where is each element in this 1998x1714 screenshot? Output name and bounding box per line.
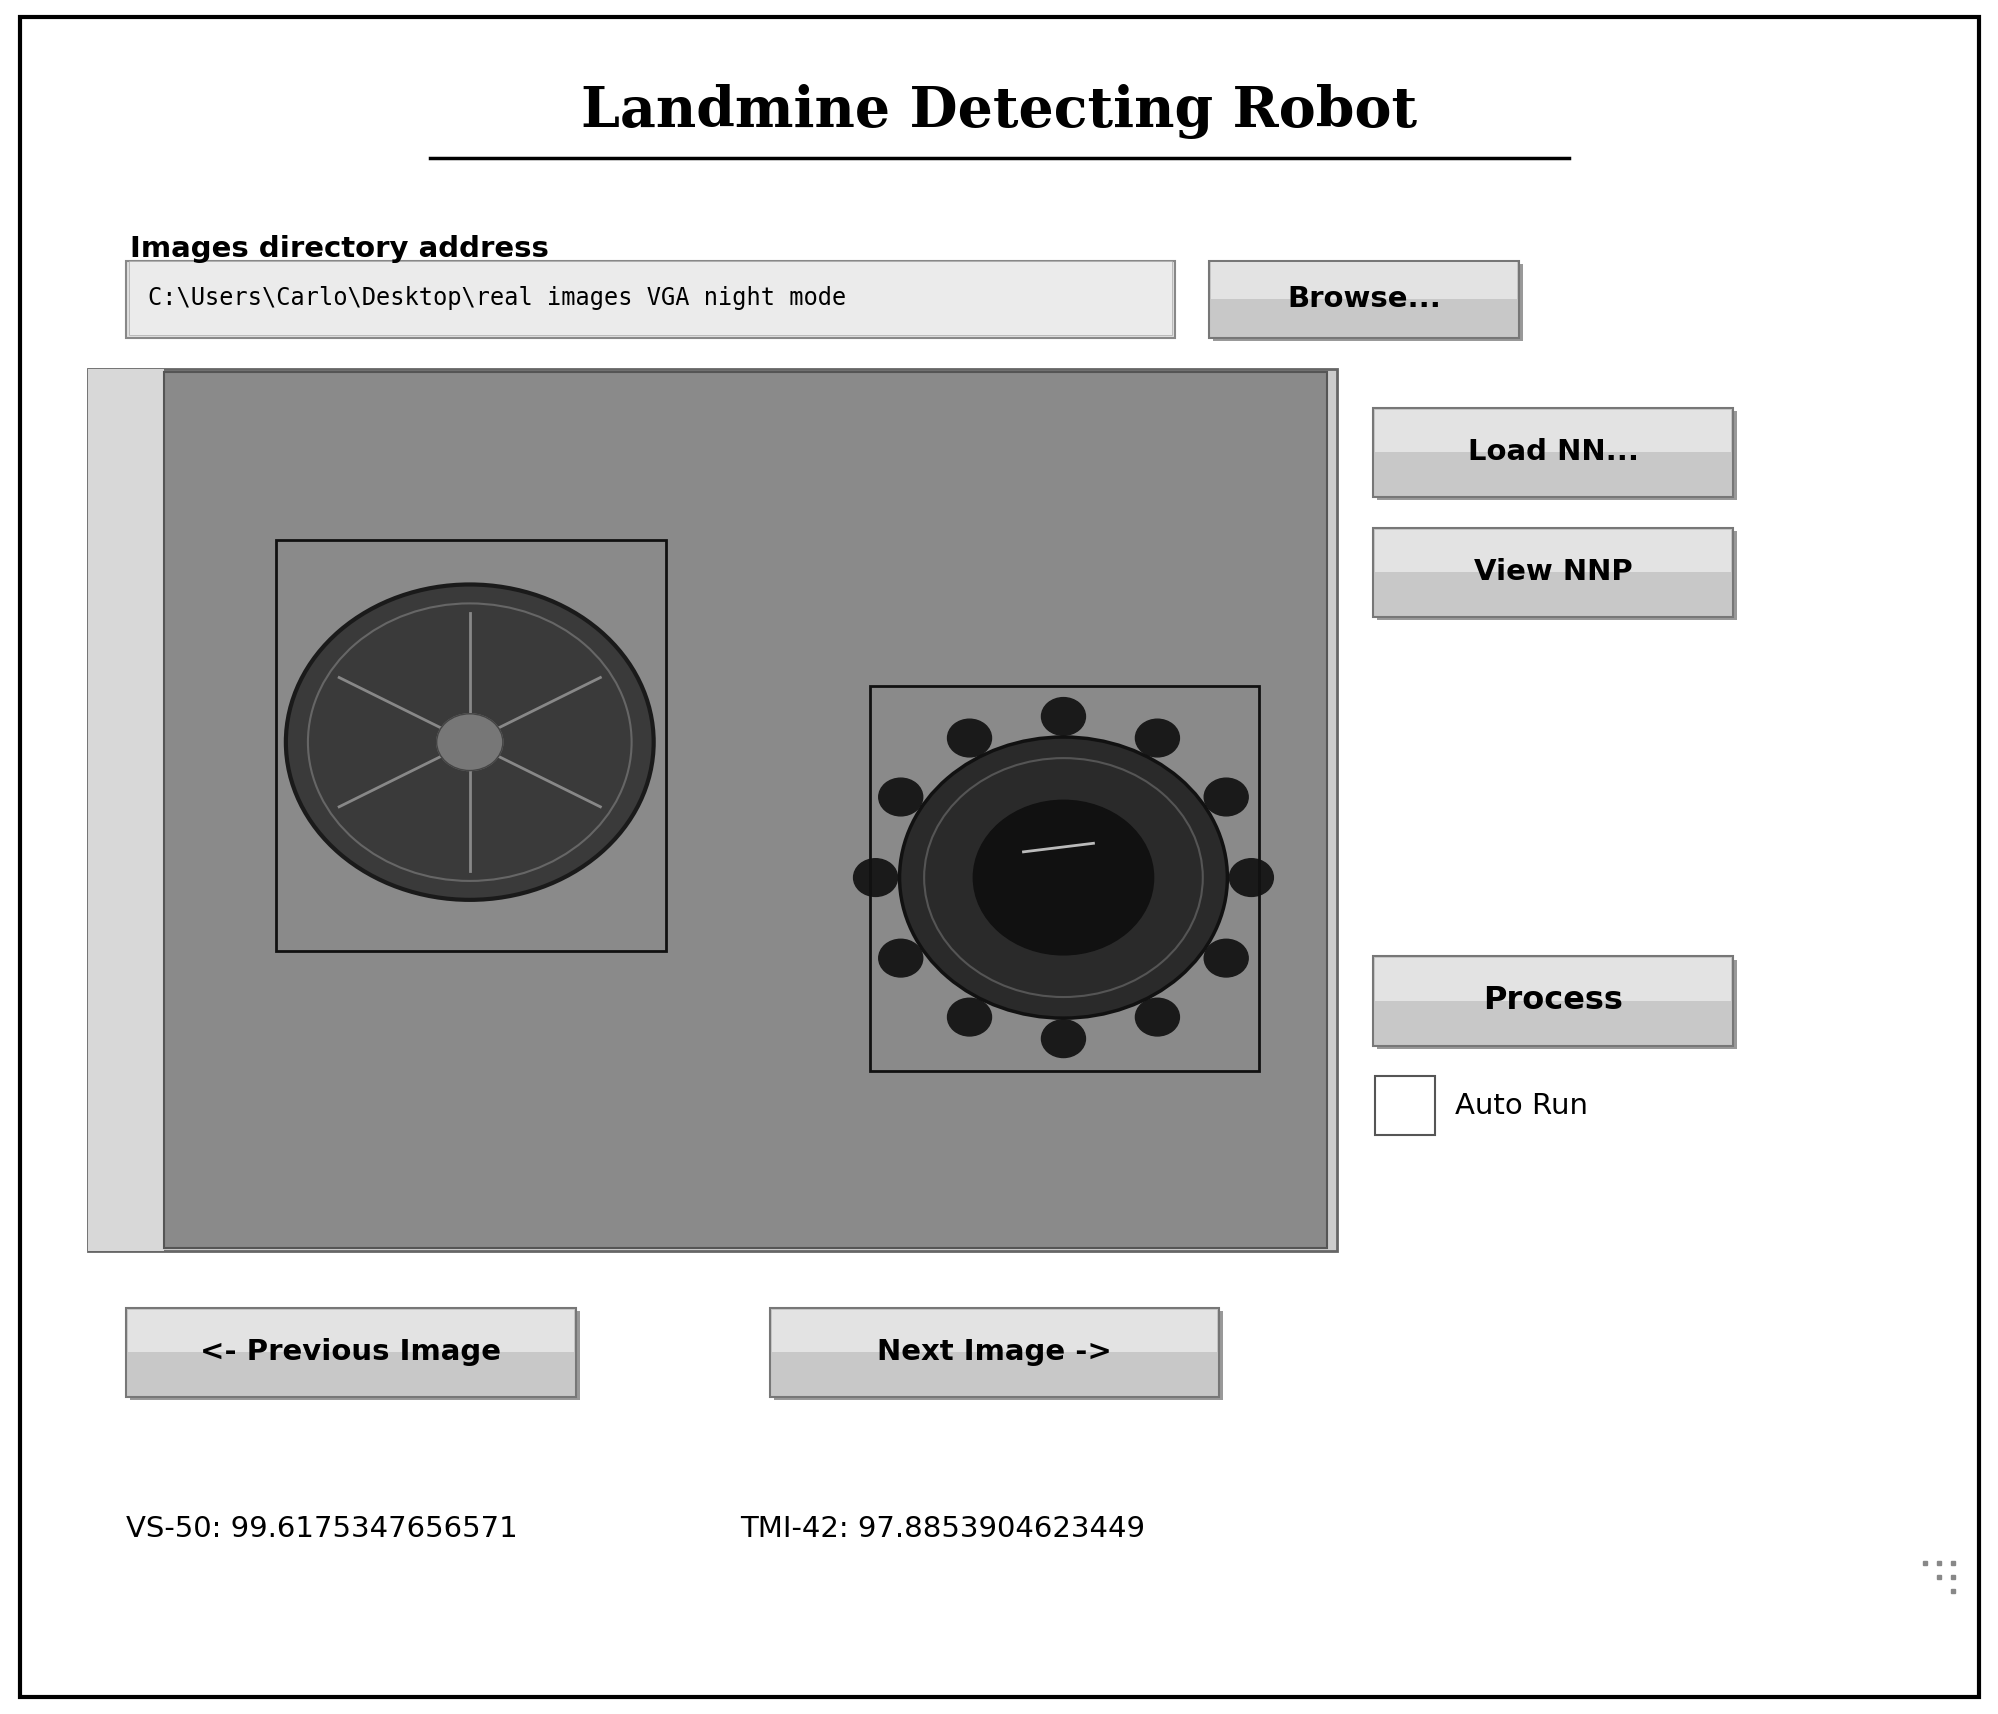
Text: View NNP: View NNP <box>1473 559 1632 586</box>
Text: Landmine Detecting Robot: Landmine Detecting Robot <box>581 84 1417 139</box>
FancyBboxPatch shape <box>88 369 164 1251</box>
Text: Auto Run: Auto Run <box>1455 1092 1588 1119</box>
FancyBboxPatch shape <box>1211 262 1516 300</box>
FancyBboxPatch shape <box>88 369 1337 1251</box>
FancyBboxPatch shape <box>1375 1076 1435 1135</box>
FancyBboxPatch shape <box>128 1309 573 1352</box>
Text: Load NN...: Load NN... <box>1467 439 1638 466</box>
FancyBboxPatch shape <box>1213 264 1522 341</box>
Text: <- Previous Image: <- Previous Image <box>200 1339 501 1366</box>
FancyBboxPatch shape <box>20 17 1978 1697</box>
Circle shape <box>947 720 991 758</box>
Text: Images directory address: Images directory address <box>130 235 549 262</box>
FancyBboxPatch shape <box>773 1311 1223 1400</box>
FancyBboxPatch shape <box>1375 410 1730 452</box>
Circle shape <box>286 584 653 900</box>
Circle shape <box>1041 698 1085 735</box>
Text: Browse...: Browse... <box>1287 285 1441 314</box>
FancyBboxPatch shape <box>1375 958 1730 1001</box>
FancyBboxPatch shape <box>1377 411 1736 500</box>
FancyBboxPatch shape <box>164 372 1327 1248</box>
Circle shape <box>879 778 923 816</box>
FancyBboxPatch shape <box>1377 960 1736 1049</box>
FancyBboxPatch shape <box>771 1309 1217 1352</box>
Circle shape <box>899 737 1227 1018</box>
FancyBboxPatch shape <box>126 261 1175 338</box>
Text: Next Image ->: Next Image -> <box>877 1339 1111 1366</box>
FancyBboxPatch shape <box>128 262 1171 336</box>
Circle shape <box>1135 998 1179 1035</box>
FancyBboxPatch shape <box>1373 528 1732 617</box>
FancyBboxPatch shape <box>1377 531 1736 620</box>
Text: Process: Process <box>1483 986 1622 1016</box>
Circle shape <box>1135 720 1179 758</box>
FancyBboxPatch shape <box>1373 956 1732 1046</box>
FancyBboxPatch shape <box>1209 261 1518 338</box>
Text: VS-50: 99.6175347656571: VS-50: 99.6175347656571 <box>126 1515 517 1543</box>
Text: TMI-42: 97.8853904623449: TMI-42: 97.8853904623449 <box>739 1515 1145 1543</box>
Circle shape <box>1041 1020 1085 1058</box>
FancyBboxPatch shape <box>130 1311 579 1400</box>
FancyBboxPatch shape <box>126 1308 575 1397</box>
Text: C:\Users\Carlo\Desktop\real images VGA night mode: C:\Users\Carlo\Desktop\real images VGA n… <box>148 286 845 310</box>
Circle shape <box>1203 939 1247 977</box>
FancyBboxPatch shape <box>769 1308 1219 1397</box>
Circle shape <box>436 713 503 771</box>
Circle shape <box>1229 859 1273 896</box>
FancyBboxPatch shape <box>1375 530 1730 572</box>
Circle shape <box>853 859 897 896</box>
Circle shape <box>947 998 991 1035</box>
FancyBboxPatch shape <box>1373 408 1732 497</box>
Circle shape <box>879 939 923 977</box>
Circle shape <box>973 800 1153 955</box>
Circle shape <box>1203 778 1247 816</box>
